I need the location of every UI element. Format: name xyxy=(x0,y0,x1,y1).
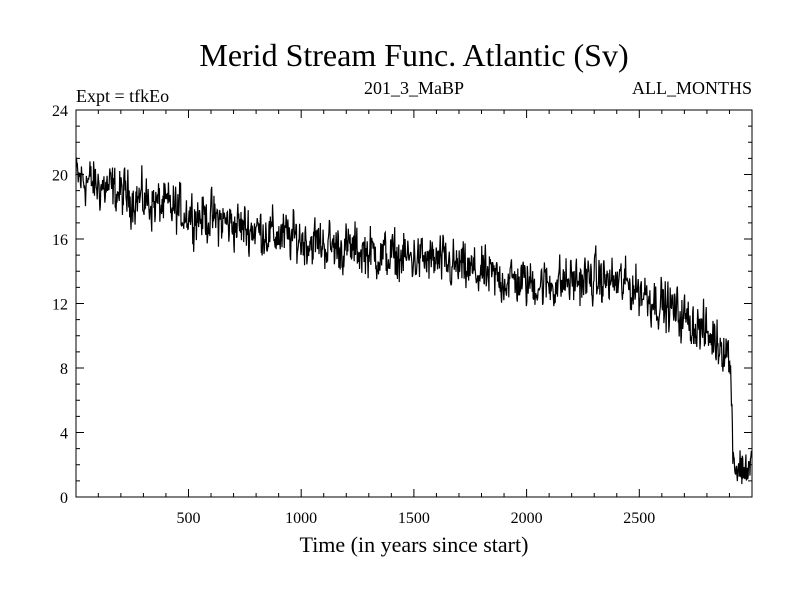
x-axis: 500 1000 1500 2000 2500 xyxy=(97,110,730,527)
x-tick-label: 1000 xyxy=(285,510,317,527)
y-tick-label: 12 xyxy=(52,297,68,314)
run-label: 201_3_MaBP xyxy=(364,78,464,98)
y-tick-label: 4 xyxy=(60,426,68,443)
x-tick-label: 1500 xyxy=(398,510,430,527)
experiment-label: Expt = tfkEo xyxy=(76,86,169,106)
x-axis-title: Time (in years since start) xyxy=(300,532,529,557)
x-tick-label: 500 xyxy=(176,510,200,527)
y-tick-label: 8 xyxy=(60,361,68,378)
x-tick-label: 2000 xyxy=(511,510,543,527)
x-tick-label: 2500 xyxy=(623,510,655,527)
months-label: ALL_MONTHS xyxy=(632,78,752,98)
chart-title: Merid Stream Func. Atlantic (Sv) xyxy=(199,37,628,73)
y-tick-label: 0 xyxy=(60,490,68,507)
y-tick-label: 16 xyxy=(52,232,68,249)
y-tick-label: 20 xyxy=(52,168,68,185)
series-line xyxy=(75,157,753,485)
y-tick-label: 24 xyxy=(52,103,68,120)
